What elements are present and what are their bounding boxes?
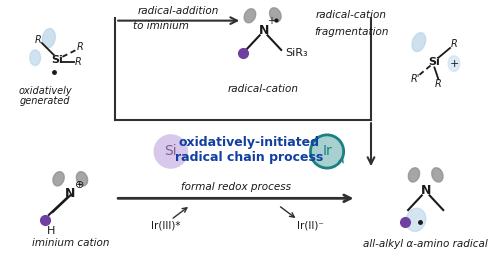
Text: +: + — [268, 16, 276, 26]
Text: fragmentation: fragmentation — [314, 27, 388, 37]
Ellipse shape — [406, 208, 426, 231]
Text: Si: Si — [428, 57, 440, 67]
Text: R: R — [76, 42, 84, 52]
Text: SiR₃: SiR₃ — [285, 48, 308, 58]
Text: R: R — [74, 57, 82, 67]
Circle shape — [154, 135, 188, 168]
Text: radical chain process: radical chain process — [175, 151, 323, 164]
Text: iminium cation: iminium cation — [32, 238, 109, 248]
Circle shape — [310, 135, 344, 168]
Ellipse shape — [432, 168, 443, 182]
Text: radical-cation: radical-cation — [228, 84, 299, 94]
Text: radical-cation: radical-cation — [316, 10, 387, 20]
Text: N: N — [65, 187, 76, 200]
Ellipse shape — [76, 172, 88, 186]
Text: to iminium: to iminium — [133, 21, 189, 32]
Text: ⊕: ⊕ — [76, 180, 84, 190]
Ellipse shape — [412, 33, 426, 52]
Text: Ir(III)*: Ir(III)* — [151, 221, 180, 231]
Text: N: N — [258, 24, 269, 37]
Ellipse shape — [408, 168, 420, 182]
Text: Si: Si — [51, 55, 62, 65]
Ellipse shape — [30, 50, 40, 66]
Text: R: R — [34, 35, 42, 45]
Ellipse shape — [270, 8, 281, 22]
Text: R': R' — [410, 74, 420, 84]
Text: +: + — [450, 59, 458, 69]
Ellipse shape — [448, 56, 460, 71]
Text: N: N — [420, 184, 431, 197]
Text: oxidatively-initiated: oxidatively-initiated — [178, 136, 320, 149]
Text: oxidatively: oxidatively — [18, 86, 72, 96]
Ellipse shape — [42, 28, 56, 48]
Text: Si: Si — [164, 145, 177, 159]
Text: R: R — [450, 39, 458, 49]
Text: formal redox process: formal redox process — [182, 182, 292, 192]
Text: generated: generated — [20, 96, 70, 106]
Text: Ir(II)⁻: Ir(II)⁻ — [297, 221, 324, 231]
Text: R: R — [435, 79, 442, 89]
Text: all-alkyl α-amino radical: all-alkyl α-amino radical — [364, 239, 488, 249]
Text: H: H — [46, 226, 55, 235]
Ellipse shape — [53, 172, 64, 186]
Ellipse shape — [244, 9, 256, 23]
Text: radical-addition: radical-addition — [138, 6, 220, 16]
Text: Ir: Ir — [322, 145, 332, 159]
